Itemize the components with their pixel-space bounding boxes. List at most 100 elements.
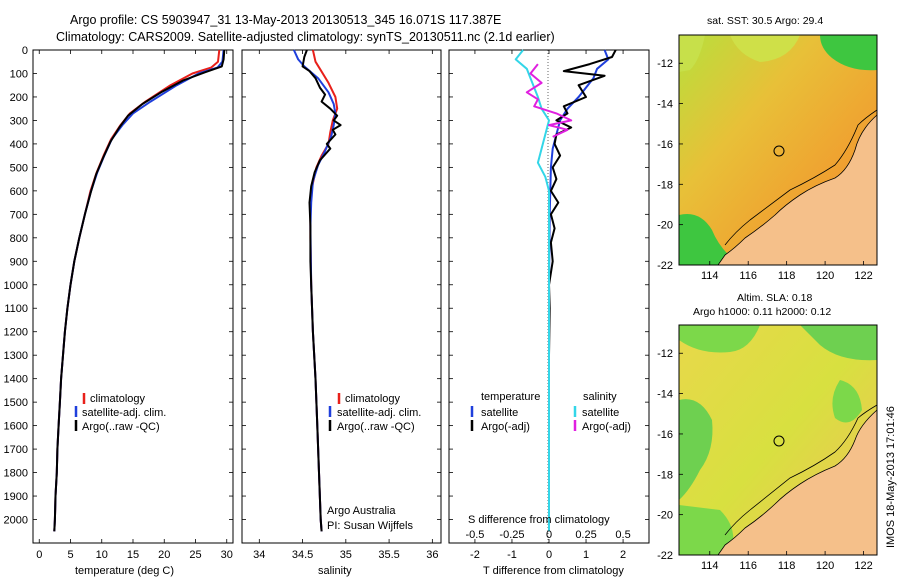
depth-tick-label: 1100 — [4, 303, 28, 315]
legend-label-temp-satellite: satellite — [481, 407, 518, 419]
map-lon-label: 114 — [701, 560, 719, 572]
depth-tick-label: 1000 — [4, 280, 28, 292]
map-lat-label: -22 — [657, 260, 673, 272]
x-tick-label: 1 — [583, 549, 589, 561]
temperature-x-ticks: 0 5 10 15 20 25 30 — [36, 50, 233, 561]
series-line-satellite-adj-clim- — [292, 49, 337, 532]
x-tick-label: 5 — [67, 549, 73, 561]
map-lat-label: -18 — [657, 179, 673, 191]
depth-tick-label: 2000 — [4, 515, 28, 527]
series-line-salinity-argo-adj- — [525, 63, 573, 138]
series-line-salinity-satellite — [514, 49, 550, 532]
depth-tick-label: 800 — [10, 233, 28, 245]
depth-tick-label: 700 — [10, 209, 28, 221]
depth-tick-label: 1300 — [4, 350, 28, 362]
map-lon-label: 118 — [778, 560, 796, 572]
legend-label-sal-satellite: satellite — [582, 407, 619, 419]
depth-tick-label: 900 — [10, 256, 28, 268]
credit-pi-name: PI: Susan Wijffels — [327, 520, 413, 532]
depth-tick-label: 600 — [10, 186, 28, 198]
map-lat-label: -20 — [657, 220, 673, 232]
depth-tick-label: 1200 — [4, 327, 28, 339]
sst-patch-nw — [679, 35, 705, 72]
x-tick-label: 36 — [426, 549, 438, 561]
depth-tick-label: 1500 — [4, 397, 28, 409]
difference-xlabel: T difference from climatology — [483, 565, 624, 577]
australia-land — [717, 114, 877, 265]
map-lat-label: -16 — [657, 139, 673, 151]
sla-low-patch-w — [679, 399, 713, 500]
sla-map-frame — [678, 324, 878, 556]
series-line-climatology — [53, 49, 221, 532]
sst-patch-n — [730, 35, 800, 62]
x-tick-label: 10 — [96, 549, 108, 561]
salinity-x-ticks: 34 34.5 35 35.5 36 — [253, 50, 438, 561]
temperature-xlabel: temperature (deg C) — [75, 565, 174, 577]
x-tick-label: 2 — [620, 549, 626, 561]
depth-tick-label: 200 — [10, 92, 28, 104]
sst-map — [679, 35, 877, 265]
map-lat-label: -14 — [657, 389, 673, 401]
x-tick-label: 34 — [253, 549, 265, 561]
salinity-legend: climatology satellite-adj. clim. Argo(..… — [327, 393, 421, 532]
series-line-temperature-argo-adj- — [548, 49, 617, 532]
depth-axis: 0 100 200 300 400 500 600 700 800 900 1000 1100 1200… — [4, 45, 649, 527]
x-tick-label: 15 — [127, 549, 139, 561]
shelf-contour — [724, 109, 877, 246]
salinity-diff-tick-label: 0.5 — [615, 529, 630, 541]
sla-map-title-line-2: Argo h1000: 0.11 h2000: 0.12 — [693, 306, 831, 318]
map-lon-label: 122 — [854, 560, 872, 572]
difference-series — [514, 49, 617, 532]
series-line-argo-raw-qc- — [53, 49, 226, 532]
salinity-diff-tick-label: -0.5 — [465, 529, 484, 541]
map-lon-label: 114 — [701, 270, 719, 282]
imos-credit: IMOS 18-May-2013 17:01:46 — [885, 406, 897, 548]
series-line-satellite-adj-clim- — [53, 49, 225, 532]
x-tick-label: 0 — [546, 549, 552, 561]
legend-label-satellite: satellite-adj. clim. — [82, 407, 166, 419]
map-lat-label: -14 — [657, 99, 673, 111]
legend-label-climatology: climatology — [345, 393, 401, 405]
legend-label-temp-argo: Argo(-adj) — [481, 421, 530, 433]
sla-low-patch-e — [832, 380, 862, 423]
legend-label-satellite: satellite-adj. clim. — [337, 407, 421, 419]
depth-tick-label: 0 — [22, 45, 28, 57]
argo-position-marker — [773, 435, 785, 447]
map-lat-label: -12 — [657, 348, 673, 360]
legend-title-salinity: salinity — [583, 391, 617, 403]
depth-tick-label: 1700 — [4, 444, 28, 456]
salinity-diff-tick-label: -0.25 — [499, 529, 524, 541]
legend-title-temperature: temperature — [481, 391, 540, 403]
x-tick-label: -1 — [507, 549, 517, 561]
map-lon-label: 118 — [778, 270, 796, 282]
sst-cool-patch-ne — [820, 35, 877, 71]
x-tick-label: 20 — [158, 549, 170, 561]
difference-xlabel-top: S difference from climatology — [468, 514, 610, 526]
map-lon-label: 122 — [854, 270, 872, 282]
map-lon-label: 116 — [739, 560, 757, 572]
map-lon-label: 116 — [739, 270, 757, 282]
depth-tick-label: 300 — [10, 115, 28, 127]
difference-x-ticks: -2 -1 0 1 2 — [470, 50, 626, 561]
salinity-xlabel: salinity — [318, 565, 352, 577]
legend-label-climatology: climatology — [90, 393, 146, 405]
x-tick-label: -2 — [470, 549, 480, 561]
x-tick-label: 35.5 — [378, 549, 399, 561]
depth-tick-label: 500 — [10, 162, 28, 174]
depth-tick-label: 1800 — [4, 468, 28, 480]
sst-map-axes: -12 -14 -16 -18 -20 -22 114 116 118 120 122 — [657, 58, 873, 282]
sst-cool-patch-sw — [679, 214, 740, 265]
sla-low-patch-nw — [679, 325, 760, 353]
map-lat-label: -16 — [657, 429, 673, 441]
sst-map-title: sat. SST: 30.5 Argo: 29.4 — [707, 15, 823, 27]
shelf-contour — [724, 404, 877, 536]
depth-tick-label: 400 — [10, 139, 28, 151]
x-tick-label: 34.5 — [292, 549, 313, 561]
sst-map-frame — [678, 34, 878, 266]
legend-label-sal-argo: Argo(-adj) — [582, 421, 631, 433]
temperature-legend: climatology satellite-adj. clim. Argo(..… — [74, 393, 166, 433]
salinity-diff-tick-label: 0.25 — [575, 529, 596, 541]
legend-label-argo: Argo(..raw -QC) — [82, 421, 160, 433]
map-lon-label: 120 — [816, 560, 834, 572]
map-lon-label: 120 — [816, 270, 834, 282]
